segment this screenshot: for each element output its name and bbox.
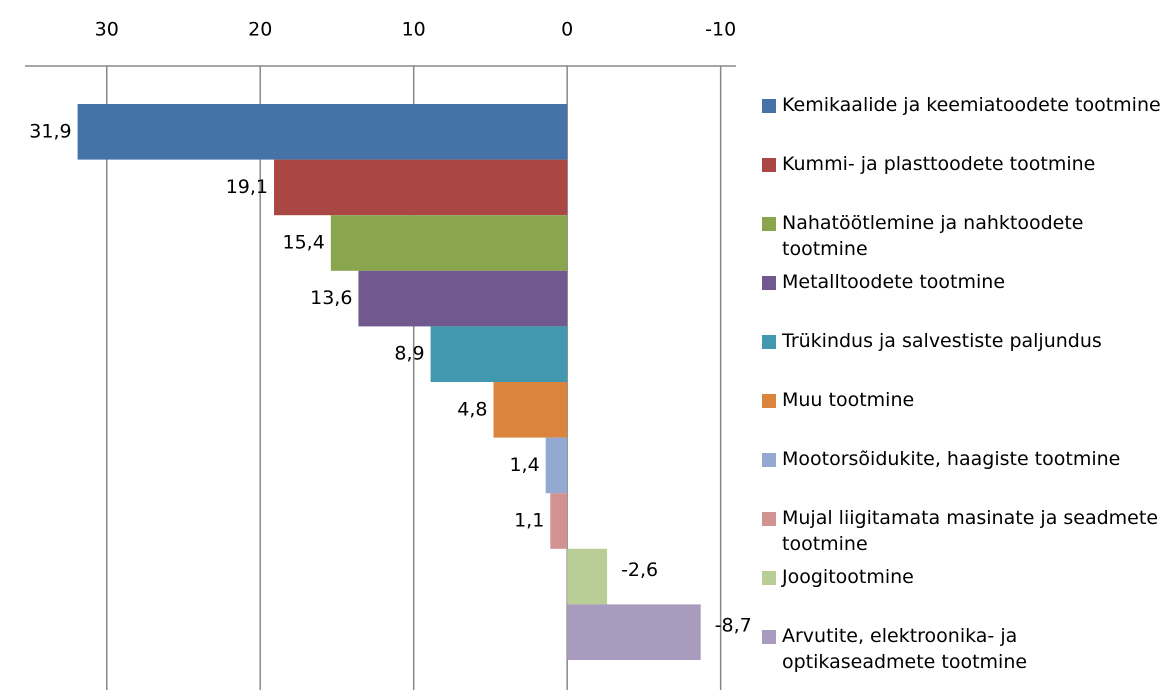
data-label: 1,1 bbox=[514, 510, 544, 532]
bar bbox=[274, 159, 568, 216]
legend-item: Metalltoodete tootmine bbox=[762, 269, 1174, 328]
legend-label: Kemikaalide ja keemiatoodete tootmine bbox=[782, 94, 1161, 116]
bar bbox=[545, 437, 568, 494]
x-tick-label: 0 bbox=[561, 19, 573, 41]
legend-item: Kemikaalide ja keemiatoodete tootmine bbox=[762, 92, 1174, 151]
data-label: 31,9 bbox=[29, 120, 71, 142]
x-tick-label: 30 bbox=[95, 19, 119, 41]
legend-item: Arvutite, elektroonika- ja optikaseadmet… bbox=[762, 623, 1174, 682]
bar bbox=[430, 326, 568, 382]
bar bbox=[493, 382, 568, 438]
legend-swatch bbox=[762, 217, 776, 231]
legend-swatch bbox=[762, 276, 776, 290]
x-tick-label: 20 bbox=[248, 19, 272, 41]
legend-label: Arvutite, elektroonika- ja optikaseadmet… bbox=[782, 625, 1028, 673]
bar bbox=[330, 215, 568, 271]
data-label: 13,6 bbox=[310, 287, 352, 309]
legend-item: Mujal liigitamata masinate ja seadmete t… bbox=[762, 505, 1174, 564]
legend-item: Nahatöötlemine ja nahktoodete tootmine bbox=[762, 210, 1174, 269]
legend-label: Trükindus ja salvestiste paljundus bbox=[782, 330, 1102, 352]
legend-swatch bbox=[762, 335, 776, 349]
legend-swatch bbox=[762, 394, 776, 408]
legend-label: Joogitootmine bbox=[782, 566, 914, 588]
chart: 30 20 10 0 -10 31,9 19,1 15,4 13,6 8,9 4,8 1,4 1,1 -2… bbox=[25, 19, 752, 690]
bar bbox=[77, 104, 568, 160]
legend-label: Mujal liigitamata masinate ja seadmete t… bbox=[782, 507, 1159, 555]
bar bbox=[550, 493, 568, 549]
legend-swatch bbox=[762, 99, 776, 113]
legend-swatch bbox=[762, 630, 776, 644]
data-label: -2,6 bbox=[621, 559, 658, 581]
legend-item: Mootorsõidukite, haagiste tootmine bbox=[762, 446, 1174, 505]
data-label: 1,4 bbox=[509, 454, 539, 476]
legend-item: Trükindus ja salvestiste paljundus bbox=[762, 328, 1174, 387]
legend-swatch bbox=[762, 453, 776, 467]
legend-swatch bbox=[762, 512, 776, 526]
legend-item: Joogitootmine bbox=[762, 564, 1174, 623]
legend-label: Mootorsõidukite, haagiste tootmine bbox=[782, 448, 1121, 470]
bar bbox=[358, 270, 568, 327]
legend-label: Metalltoodete tootmine bbox=[782, 271, 1006, 293]
bar bbox=[567, 548, 608, 605]
legend-item: Muu tootmine bbox=[762, 387, 1174, 446]
legend-label: Muu tootmine bbox=[782, 389, 915, 411]
legend: Kemikaalide ja keemiatoodete tootmine Kum… bbox=[762, 92, 1174, 682]
legend-swatch bbox=[762, 158, 776, 172]
legend-label: Nahatöötlemine ja nahktoodete tootmine bbox=[782, 212, 1084, 260]
data-label: 8,9 bbox=[394, 343, 424, 365]
bar bbox=[567, 604, 701, 660]
legend-swatch bbox=[762, 571, 776, 585]
x-tick-label: 10 bbox=[402, 19, 426, 41]
data-label: -8,7 bbox=[715, 615, 752, 637]
data-label: 4,8 bbox=[457, 398, 487, 420]
data-label: 19,1 bbox=[226, 176, 268, 198]
data-label: 15,4 bbox=[283, 232, 325, 254]
x-tick-label: -10 bbox=[705, 19, 736, 41]
legend-label: Kummi- ja plasttoodete tootmine bbox=[782, 153, 1096, 175]
legend-item: Kummi- ja plasttoodete tootmine bbox=[762, 151, 1174, 210]
